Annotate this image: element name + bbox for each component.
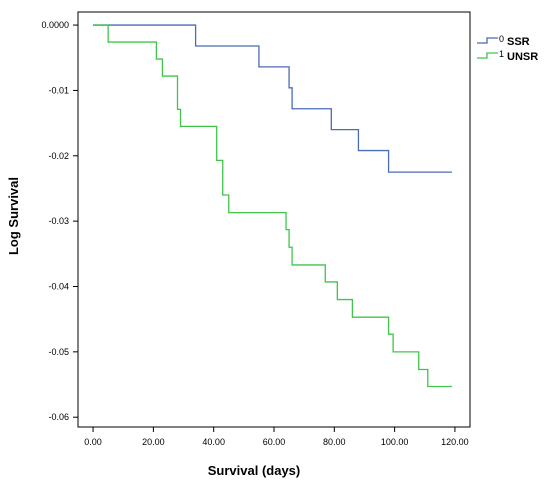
x-axis: 0.00 20.00 40.00 60.00 80.00 100.00 120.00 (84, 427, 469, 447)
y-axis-title: Log Survival (6, 177, 21, 255)
y-tick-label: -0.05 (48, 347, 69, 357)
x-tick-label: 20.00 (142, 437, 165, 447)
legend-code: 0 (499, 34, 504, 44)
x-tick-label: 80.00 (323, 437, 346, 447)
series-layer (93, 24, 452, 388)
y-axis: 0.0000 -0.01 -0.02 -0.03 -0.04 -0.05 -0.06 (41, 20, 78, 422)
y-tick-label: 0.0000 (41, 20, 69, 30)
series-line-ssr (93, 24, 452, 173)
legend-code: 1 (499, 49, 504, 59)
x-tick-label: 100.00 (381, 437, 409, 447)
series-line-unsr (93, 24, 452, 388)
legend-swatch-ssr (477, 37, 498, 44)
legend-swatch-unsr (477, 52, 498, 59)
plot-frame (77, 11, 471, 428)
y-tick-label: -0.03 (48, 216, 69, 226)
x-tick-label: 60.00 (263, 437, 286, 447)
legend-label: SSR (507, 36, 530, 48)
y-tick-label: -0.02 (48, 151, 69, 161)
legend-label: UNSR (507, 51, 538, 63)
x-tick-label: 40.00 (202, 437, 225, 447)
x-tick-label: 120.00 (441, 437, 469, 447)
x-tick-label: 0.00 (84, 437, 102, 447)
plot-border (77, 11, 471, 428)
x-axis-title: Survival (days) (208, 463, 301, 478)
y-tick-label: -0.06 (48, 412, 69, 422)
y-tick-label: -0.01 (48, 85, 69, 95)
y-tick-label: -0.04 (48, 281, 69, 291)
